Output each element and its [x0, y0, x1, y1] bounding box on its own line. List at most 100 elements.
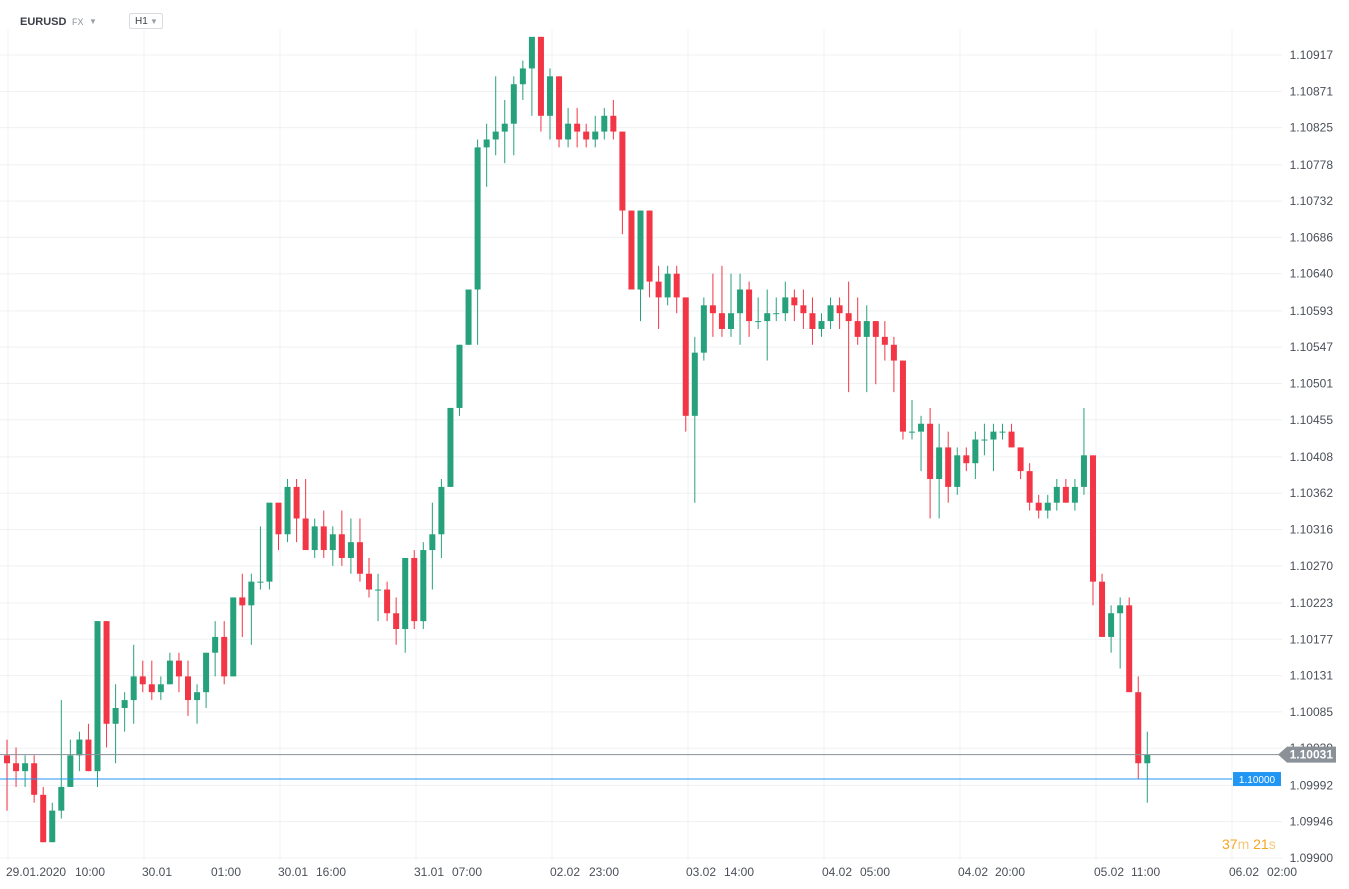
candle-body — [918, 423, 925, 432]
candle-body — [519, 68, 526, 85]
x-tick-label: 16:00 — [316, 865, 346, 879]
candle-body — [293, 486, 300, 519]
candle-body — [40, 794, 47, 843]
y-tick-label: 1.10316 — [1290, 523, 1334, 537]
candle — [356, 518, 363, 582]
candle — [764, 289, 771, 361]
candle — [275, 502, 282, 551]
candle-body — [1126, 605, 1133, 693]
candle — [728, 273, 734, 337]
candle — [121, 692, 128, 732]
candle-body — [121, 700, 128, 708]
candle — [592, 115, 599, 148]
candle-body — [248, 581, 255, 606]
candle-body — [1117, 605, 1124, 614]
candle-body — [1144, 754, 1151, 764]
y-tick-label: 1.10362 — [1290, 486, 1334, 500]
candle — [492, 76, 499, 156]
candle-body — [103, 621, 110, 724]
candle — [375, 573, 382, 622]
candle-body — [963, 455, 970, 464]
y-tick-label: 1.10177 — [1290, 632, 1334, 646]
x-tick-label: 07:00 — [452, 865, 482, 879]
candle-body — [356, 542, 363, 574]
candle — [845, 281, 852, 393]
candle — [501, 100, 508, 164]
candle-body — [637, 210, 644, 290]
x-tick-label: 05:00 — [860, 865, 890, 879]
candle — [646, 210, 653, 298]
y-tick-label: 1.10547 — [1290, 340, 1334, 354]
candle-body — [438, 486, 445, 535]
candle-body — [76, 739, 83, 756]
candle — [393, 597, 400, 645]
candle-body — [311, 526, 318, 551]
candle-body — [4, 755, 10, 764]
candle — [691, 336, 698, 503]
candle — [854, 297, 861, 345]
candle — [664, 265, 671, 306]
candle — [474, 139, 481, 345]
candle-body — [366, 573, 372, 590]
x-tick-label: 03.02 — [686, 865, 716, 879]
candle-body — [718, 313, 725, 329]
y-tick-label: 1.10686 — [1290, 230, 1334, 244]
candle — [465, 289, 472, 345]
candle — [13, 747, 20, 787]
symbol-label[interactable]: EURUSD — [20, 16, 67, 28]
candle-body — [646, 210, 653, 282]
candle — [320, 510, 327, 558]
candle — [94, 621, 101, 787]
candle — [366, 557, 372, 598]
market-label[interactable]: FX — [72, 17, 84, 27]
candle-body — [972, 439, 979, 464]
y-tick-label: 1.10223 — [1290, 596, 1334, 610]
candle-body — [320, 526, 327, 551]
candle-body — [420, 550, 427, 622]
candle — [266, 502, 273, 590]
candle-body — [556, 76, 563, 140]
candle — [1099, 573, 1106, 637]
y-tick-label: 1.10778 — [1290, 158, 1334, 172]
candle-body — [230, 597, 237, 677]
candle-body — [981, 439, 988, 441]
candle-body — [474, 147, 481, 290]
candle — [709, 273, 716, 337]
candle-body — [610, 115, 617, 132]
timeframe-selector[interactable]: H1 ▼ — [129, 13, 163, 29]
candle — [1053, 479, 1060, 511]
candle-body — [94, 621, 101, 772]
candle-body — [1071, 486, 1078, 503]
y-axis: 1.10917 1.10871 1.10825 1.10778 1.10732 1.106… — [1233, 48, 1336, 865]
candle-body — [999, 431, 1006, 433]
candle — [194, 684, 201, 724]
candle-body — [709, 305, 716, 314]
candle — [537, 36, 544, 132]
y-tick-label: 1.10408 — [1290, 450, 1334, 464]
candle — [528, 36, 535, 116]
candle — [1035, 494, 1042, 519]
candle-body — [67, 755, 74, 787]
candle — [899, 360, 906, 440]
candle-body — [257, 581, 264, 583]
candle — [610, 100, 617, 140]
x-tick-label: 02.02 — [550, 865, 580, 879]
y-tick-label: 1.09992 — [1290, 778, 1334, 792]
candle — [49, 802, 56, 843]
candle-body — [22, 763, 29, 772]
candle — [565, 107, 572, 148]
y-tick-label: 1.10085 — [1290, 705, 1334, 719]
candle-body — [863, 321, 870, 337]
candle — [302, 479, 309, 551]
candle-body — [809, 313, 816, 329]
candle-body — [347, 542, 354, 558]
candle-body — [574, 123, 581, 132]
candle-body — [456, 344, 463, 408]
chevron-down-icon[interactable]: ▼ — [89, 17, 97, 26]
y-tick-label: 1.10501 — [1290, 376, 1334, 390]
candle-body — [465, 289, 472, 345]
candle-body — [755, 321, 762, 323]
x-tick-label: 06.02 — [1229, 865, 1259, 879]
candle — [456, 344, 463, 416]
